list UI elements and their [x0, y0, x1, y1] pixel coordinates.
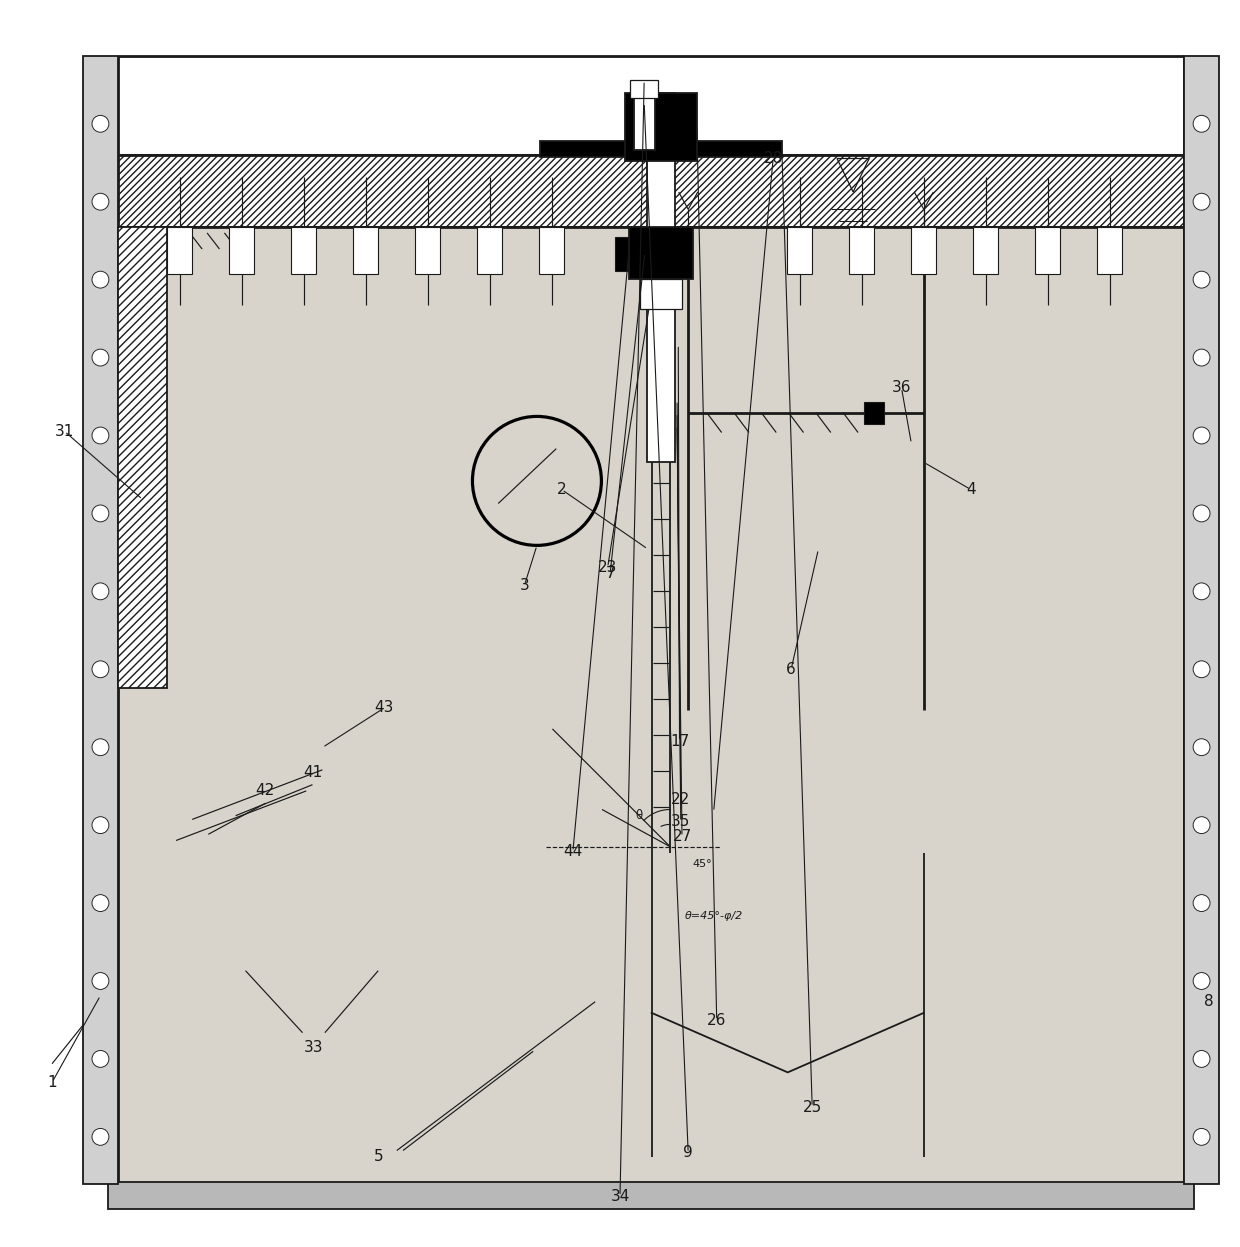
Circle shape [92, 349, 109, 367]
Bar [118, 56, 1184, 227]
Bar [787, 227, 812, 274]
Bar [291, 227, 316, 274]
Bar [118, 227, 167, 688]
Circle shape [92, 738, 109, 756]
Bar [83, 56, 118, 1183]
Text: 8: 8 [1204, 994, 1214, 1009]
Circle shape [92, 505, 109, 521]
Circle shape [1193, 661, 1210, 677]
Bar [167, 227, 192, 274]
Circle shape [1193, 894, 1210, 912]
Text: 9: 9 [683, 1146, 693, 1161]
Bar [477, 227, 502, 274]
Circle shape [1193, 505, 1210, 521]
Circle shape [92, 1050, 109, 1067]
Text: 28: 28 [764, 151, 782, 166]
Bar [415, 227, 440, 274]
Bar [108, 1181, 1194, 1208]
Bar [640, 279, 682, 308]
Text: 4: 4 [966, 483, 976, 498]
Bar [1097, 227, 1122, 274]
Circle shape [92, 193, 109, 211]
Bar [541, 141, 782, 157]
Bar [1035, 227, 1060, 274]
Text: 23: 23 [598, 560, 618, 575]
Text: 31: 31 [55, 424, 74, 439]
Circle shape [92, 426, 109, 444]
Bar [849, 227, 874, 274]
Circle shape [92, 661, 109, 677]
Circle shape [1193, 271, 1210, 288]
Text: θ: θ [636, 809, 642, 823]
Bar [630, 80, 658, 97]
Text: 17: 17 [670, 733, 689, 748]
Bar [615, 237, 642, 272]
Text: 45°: 45° [692, 858, 712, 869]
Text: 44: 44 [563, 844, 583, 859]
Circle shape [92, 894, 109, 912]
Bar [973, 227, 998, 274]
Text: 3: 3 [520, 577, 529, 592]
Circle shape [1193, 1129, 1210, 1145]
Bar [864, 402, 884, 424]
Text: 1: 1 [47, 1075, 57, 1090]
Circle shape [92, 582, 109, 600]
Text: 27: 27 [672, 829, 692, 844]
Circle shape [1193, 1050, 1210, 1067]
Text: 25: 25 [802, 1100, 822, 1115]
Bar [229, 227, 254, 274]
Text: 5: 5 [373, 1150, 383, 1165]
Circle shape [1193, 817, 1210, 833]
Bar [353, 227, 378, 274]
Bar [118, 227, 1184, 1183]
Text: θ=45°-φ/2: θ=45°-φ/2 [684, 910, 743, 920]
Text: 42: 42 [255, 783, 275, 798]
Circle shape [1193, 738, 1210, 756]
Bar [629, 227, 693, 279]
Text: 26: 26 [707, 1013, 727, 1028]
Circle shape [92, 116, 109, 132]
Circle shape [1193, 193, 1210, 211]
Bar [625, 92, 697, 161]
Circle shape [1193, 349, 1210, 367]
Circle shape [92, 271, 109, 288]
Bar [911, 227, 936, 274]
Text: 35: 35 [671, 814, 691, 829]
Text: 6: 6 [786, 662, 796, 677]
Text: 36: 36 [892, 380, 911, 395]
Bar [539, 227, 564, 274]
Text: 2: 2 [557, 483, 567, 498]
Circle shape [92, 973, 109, 989]
Circle shape [1193, 973, 1210, 989]
Text: 33: 33 [304, 1040, 324, 1055]
Text: 34: 34 [610, 1188, 630, 1203]
Circle shape [1193, 116, 1210, 132]
Bar [634, 97, 655, 150]
Circle shape [92, 817, 109, 833]
Circle shape [1193, 582, 1210, 600]
Text: 41: 41 [303, 764, 322, 779]
Text: 43: 43 [374, 701, 394, 716]
Bar [1184, 56, 1219, 1183]
Bar [647, 92, 675, 463]
Text: 7: 7 [605, 566, 615, 581]
Text: 22: 22 [671, 792, 691, 807]
Circle shape [92, 1129, 109, 1145]
Circle shape [1193, 426, 1210, 444]
Bar [118, 155, 1184, 227]
